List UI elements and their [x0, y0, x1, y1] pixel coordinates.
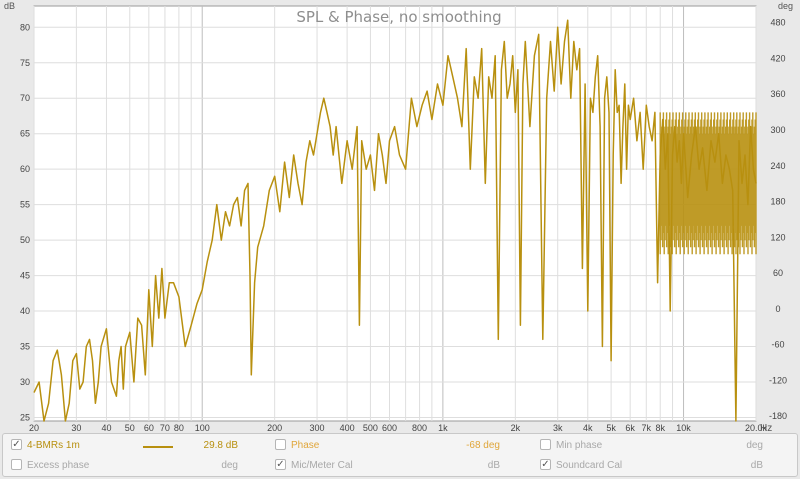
x-tick-label: 30 — [71, 423, 81, 432]
mic-meter-cal-checkbox[interactable]: ✓ — [275, 459, 286, 470]
y2-tick-label: 0 — [775, 304, 780, 314]
spl-trace-value: 29.8 dB — [203, 440, 238, 451]
y2-tick-label: 240 — [770, 161, 785, 171]
plot-area[interactable] — [33, 5, 757, 422]
spl-checkbox[interactable]: ✓ — [11, 439, 22, 450]
y2-tick-label: 360 — [770, 89, 785, 99]
y-tick-label: 25 — [20, 412, 30, 422]
soundcard-cal-checkbox[interactable]: ✓ — [540, 459, 551, 470]
legend-panel: ✓ 4-BMRs 1m 29.8 dB Phase -68 deg Min ph… — [2, 433, 798, 477]
x-tick-label: 80 — [174, 423, 184, 432]
x-tick-label: 4k — [583, 423, 593, 432]
excess-phase-value: deg — [221, 460, 238, 471]
phase-value: -68 deg — [466, 440, 500, 451]
y-tick-label: 45 — [20, 271, 30, 281]
soundcard-cal-value: dB — [750, 460, 763, 471]
x-tick-label: 70 — [160, 423, 170, 432]
y2-tick-label: 60 — [773, 268, 783, 278]
excess-phase-label: Excess phase — [27, 460, 90, 471]
x-tick-label: 200 — [267, 423, 282, 432]
x-tick-label: 7k — [642, 423, 652, 432]
chart-title: SPL & Phase, no smoothing — [296, 8, 501, 26]
y2-tick-label: -120 — [769, 375, 787, 385]
y2-tick-label: 120 — [770, 232, 785, 242]
y-tick-label: 55 — [20, 200, 30, 210]
phase-label: Phase — [291, 440, 320, 451]
min-phase-label: Min phase — [556, 440, 603, 451]
mic-meter-cal-label: Mic/Meter Cal — [291, 460, 353, 471]
x-tick-label: 1k — [438, 423, 448, 432]
y-tick-label: 50 — [20, 235, 30, 245]
phase-checkbox[interactable] — [275, 439, 286, 450]
right-axis-unit: deg — [778, 1, 793, 11]
spl-trace-label: 4-BMRs 1m — [27, 440, 80, 451]
y-tick-label: 75 — [20, 58, 30, 68]
x-tick-label: 600 — [382, 423, 397, 432]
x-axis-unit: Hz — [760, 423, 772, 432]
y-tick-label: 30 — [20, 377, 30, 387]
y2-tick-label: 480 — [770, 18, 785, 28]
x-tick-label: 60 — [144, 423, 154, 432]
legend-row-2: Excess phase deg ✓ Mic/Meter Cal dB ✓ So… — [3, 456, 797, 476]
x-tick-label: 8k — [655, 423, 665, 432]
spl-trace-swatch — [143, 446, 173, 448]
x-tick-label: 40 — [101, 423, 111, 432]
legend-row-1: ✓ 4-BMRs 1m 29.8 dB Phase -68 deg Min ph… — [3, 436, 797, 456]
x-tick-label: 20 — [29, 423, 39, 432]
y-tick-label: 80 — [20, 22, 30, 32]
series-layer — [33, 19, 757, 422]
x-tick-label: 5k — [606, 423, 616, 432]
y-tick-label: 35 — [20, 342, 30, 352]
y2-tick-label: 420 — [770, 53, 785, 63]
excess-phase-checkbox[interactable] — [11, 459, 22, 470]
x-tick-label: 10k — [676, 423, 691, 432]
x-tick-label: 20.0k — [745, 423, 768, 432]
min-phase-checkbox[interactable] — [540, 439, 551, 450]
y2-tick-label: 300 — [770, 125, 785, 135]
x-tick-label: 400 — [340, 423, 355, 432]
mic-meter-cal-value: dB — [487, 460, 500, 471]
soundcard-cal-label: Soundcard Cal — [556, 460, 623, 471]
y2-tick-label: -60 — [771, 340, 784, 350]
y-tick-label: 40 — [20, 306, 30, 316]
x-tick-label: 300 — [310, 423, 325, 432]
y2-tick-label: 180 — [770, 197, 785, 207]
spl-trace-line — [33, 19, 757, 422]
left-axis-unit: dB — [4, 1, 15, 11]
x-tick-label: 800 — [412, 423, 427, 432]
x-tick-label: 100 — [195, 423, 210, 432]
x-tick-label: 3k — [553, 423, 563, 432]
y-tick-label: 70 — [20, 93, 30, 103]
min-phase-value: deg — [746, 440, 763, 451]
grid-lines — [33, 6, 757, 421]
y-tick-label: 65 — [20, 129, 30, 139]
x-tick-label: 50 — [125, 423, 135, 432]
y2-tick-label: -180 — [769, 411, 787, 421]
axis-ticks: 25 30 35 40 45 50 55 60 65 70 75 80 -180 -120 -60 0 60 12… — [20, 18, 787, 432]
x-tick-label: 6k — [625, 423, 635, 432]
y-tick-label: 60 — [20, 164, 30, 174]
x-tick-label: 2k — [511, 423, 521, 432]
x-tick-label: 500 — [363, 423, 378, 432]
spl-phase-chart[interactable]: 25 30 35 40 45 50 55 60 65 70 75 80 -180 -120 -60 0 60 12… — [0, 0, 800, 432]
